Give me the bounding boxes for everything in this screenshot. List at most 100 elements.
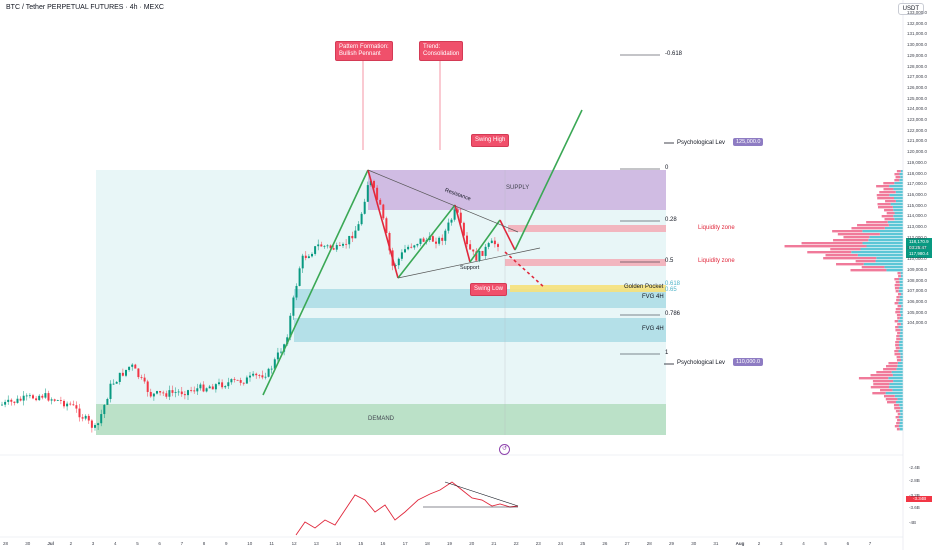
vol-bar-sell <box>894 179 900 182</box>
candle <box>249 375 251 378</box>
candle <box>84 415 87 419</box>
supply-zone <box>368 170 666 210</box>
vol-bar-sell <box>895 326 899 329</box>
vol-bar-buy <box>900 329 903 332</box>
vol-bar-sell <box>896 338 901 341</box>
currency-button[interactable]: USDT <box>897 3 924 15</box>
time-tick: 16 <box>380 541 386 546</box>
candle <box>118 372 121 382</box>
time-tick: 23 <box>535 541 541 546</box>
trend-callout[interactable]: Trend: Consolidation <box>419 41 464 61</box>
liquidity-zone-top <box>508 225 666 232</box>
vol-bar-buy <box>889 194 903 197</box>
vol-bar-sell <box>896 314 901 317</box>
candle <box>97 423 100 426</box>
price-tick: 123,000.0 <box>907 117 928 122</box>
vol-bar-sell <box>876 185 890 188</box>
candle <box>239 380 242 383</box>
candle <box>81 417 84 419</box>
pattern-callout[interactable]: Pattern Formation: Bullish Pennant <box>335 41 393 61</box>
vol-bar-sell <box>866 221 888 224</box>
vol-bar-sell <box>880 389 893 392</box>
vol-bar-sell <box>877 197 895 200</box>
candle <box>134 364 137 369</box>
vol-bar-buy <box>857 254 903 257</box>
vol-bar-sell <box>896 170 901 173</box>
vol-bar-sell <box>883 368 897 371</box>
fib-05: 0.5 <box>665 258 674 264</box>
price-tick: 115,000.0 <box>907 202 927 208</box>
vol-bar-sell <box>883 182 895 185</box>
candle <box>25 395 28 397</box>
vol-bar-buy <box>898 425 903 428</box>
vol-bar-sell <box>876 371 892 374</box>
vol-bar-buy <box>887 221 903 224</box>
candle <box>481 250 484 256</box>
candle <box>276 352 279 360</box>
candle <box>28 395 31 397</box>
vol-bar-sell <box>895 281 900 284</box>
vol-bar-sell <box>895 341 900 344</box>
vol-bar-buy <box>900 314 903 317</box>
candle <box>69 403 72 405</box>
time-tick: 11 <box>269 541 275 546</box>
candle <box>261 375 264 378</box>
candle <box>174 392 177 394</box>
vol-bar-sell <box>832 230 863 233</box>
vol-bar-sell <box>807 251 852 254</box>
time-tick: 7 <box>180 541 184 546</box>
candle <box>180 391 183 395</box>
oscillator-current: -3.34B <box>913 496 927 501</box>
swing-low-callout[interactable]: Swing Low <box>470 283 508 296</box>
candle <box>156 391 158 394</box>
vol-bar-buy <box>898 350 903 353</box>
candle <box>75 405 78 409</box>
golden-pocket-label: Golden Pocket <box>624 284 664 290</box>
time-tick: 21 <box>491 541 497 546</box>
liquidity-label-top: Liquidity zone <box>698 225 735 231</box>
candle <box>4 401 7 405</box>
vol-bar-buy <box>899 347 903 350</box>
vol-bar-sell <box>894 353 901 356</box>
price-tick: 104,000.0 <box>907 320 928 326</box>
vol-bar-sell <box>876 194 890 197</box>
time-tick: Aug <box>735 541 745 546</box>
fib-1: 1 <box>665 350 669 356</box>
vol-bar-buy <box>898 416 903 419</box>
vol-bar-buy <box>900 308 903 311</box>
fib-lines <box>620 54 660 355</box>
vol-bar-buy <box>891 371 903 374</box>
vol-bar-buy <box>886 269 903 272</box>
candle <box>63 400 65 407</box>
candle <box>413 245 416 248</box>
osc-tick: -3.2B <box>909 493 920 498</box>
replay-icon[interactable]: ↺ <box>499 444 510 455</box>
candle <box>338 245 341 246</box>
time-tick: 28 <box>3 541 9 546</box>
swing-high-callout[interactable]: Swing High <box>471 134 510 147</box>
candle <box>221 382 224 388</box>
candle <box>431 236 434 242</box>
supply-label: SUPPLY <box>506 185 530 191</box>
candle <box>109 383 112 399</box>
candle <box>199 384 202 389</box>
candle <box>478 250 481 261</box>
vol-bar-buy <box>899 404 903 407</box>
vol-bar-buy <box>899 287 903 290</box>
vol-bar-sell <box>894 284 900 287</box>
candle <box>32 395 34 399</box>
current-price-lower: 117,980.4 <box>909 251 929 256</box>
vol-bar-buy <box>899 173 903 176</box>
candle <box>419 238 422 244</box>
candle <box>456 209 459 213</box>
vol-bar-buy <box>894 395 903 398</box>
candle <box>407 246 410 250</box>
price-tick: 109,000.0 <box>907 266 928 272</box>
vol-bar-buy <box>899 422 903 425</box>
candle <box>168 390 171 397</box>
vol-bar-sell <box>895 311 901 314</box>
candle <box>298 268 301 286</box>
vol-bar-sell <box>894 425 899 428</box>
vol-bar-buy <box>875 260 903 263</box>
